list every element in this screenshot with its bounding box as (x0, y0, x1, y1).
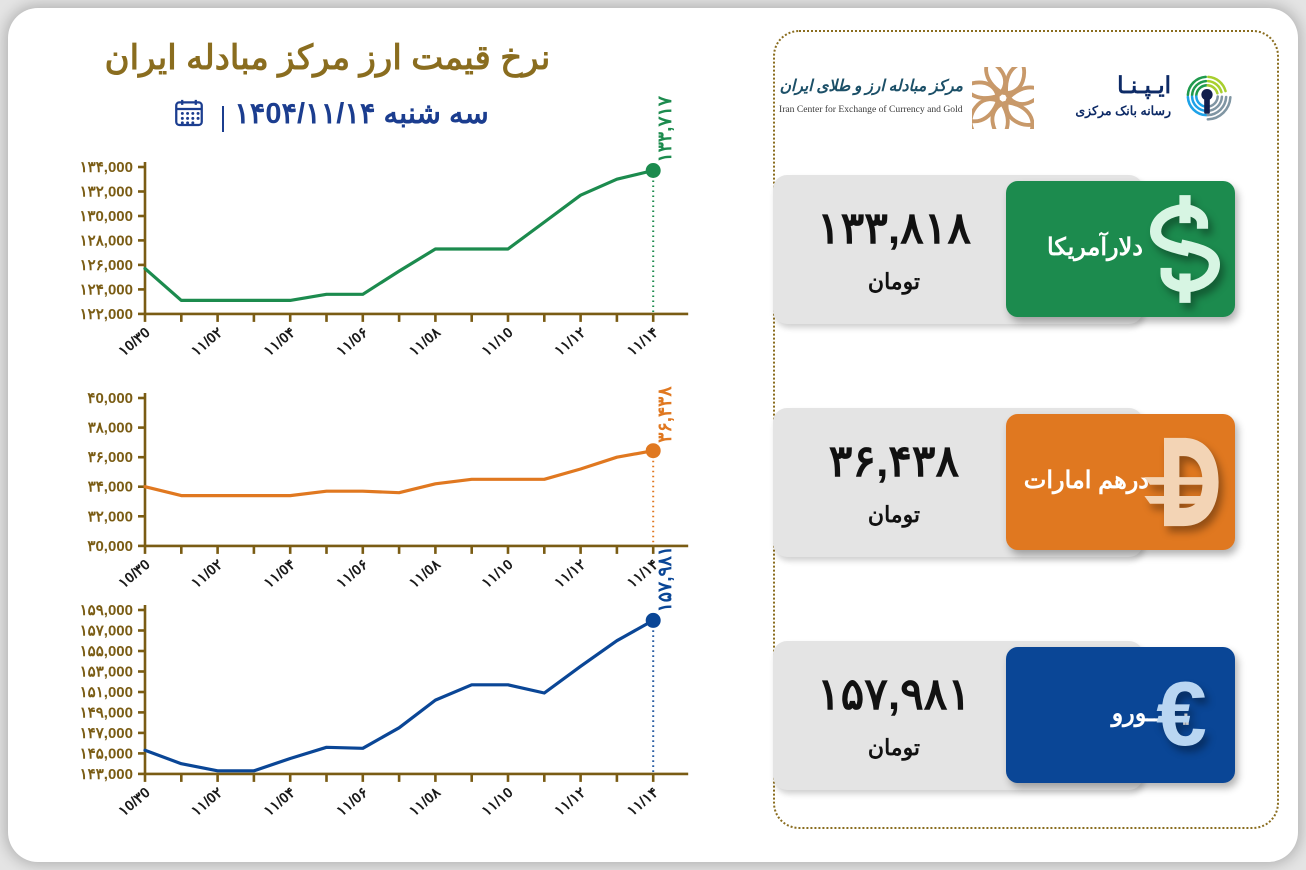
svg-text:۳۲,000: ۳۲,000 (88, 508, 133, 525)
svg-text:۱۱/۱۴: ۱۱/۱۴ (625, 325, 662, 360)
svg-text:۱۱/0۴: ۱۱/0۴ (261, 785, 299, 820)
svg-text:۱۳۲,000: ۱۳۲,000 (80, 184, 133, 201)
svg-text:۱0/۳0: ۱0/۳0 (116, 557, 154, 592)
svg-text:۳۶,۴۳۸: ۳۶,۴۳۸ (655, 386, 676, 443)
svg-text:۱۱/0۲: ۱۱/0۲ (189, 325, 227, 360)
svg-text:۱۳0,000: ۱۳0,000 (79, 208, 133, 225)
svg-text:۱۲۲,000: ۱۲۲,000 (80, 306, 133, 323)
svg-text:۱۵۵,000: ۱۵۵,000 (80, 643, 133, 660)
svg-text:۱۴۵,000: ۱۴۵,000 (80, 745, 133, 762)
svg-text:۱۱/0۶: ۱۱/0۶ (334, 557, 371, 592)
svg-text:۱۴۷,000: ۱۴۷,000 (80, 725, 133, 742)
svg-text:۳۶,000: ۳۶,000 (88, 449, 133, 466)
svg-text:۱0/۳0: ۱0/۳0 (116, 325, 154, 360)
svg-text:۱۱/۱۲: ۱۱/۱۲ (552, 325, 589, 360)
svg-text:۱۱/۱۲: ۱۱/۱۲ (552, 785, 589, 820)
svg-text:۱۲۸,000: ۱۲۸,000 (80, 232, 133, 249)
svg-text:۳0,000: ۳0,000 (87, 538, 133, 555)
svg-text:۱۴۳,000: ۱۴۳,000 (80, 766, 133, 783)
svg-text:۱۵۷,۹۸۱: ۱۵۷,۹۸۱ (655, 546, 676, 613)
svg-text:۱0/۳0: ۱0/۳0 (116, 785, 154, 820)
svg-text:۱۱/0۸: ۱۱/0۸ (407, 324, 445, 360)
svg-text:۱۱/۱0: ۱۱/۱0 (479, 325, 516, 360)
svg-text:۱۱/0۸: ۱۱/0۸ (407, 784, 445, 820)
svg-text:۳۴,000: ۳۴,000 (88, 479, 133, 496)
svg-text:۱۴۹,000: ۱۴۹,000 (80, 704, 133, 721)
svg-text:۴0,000: ۴0,000 (87, 390, 133, 407)
svg-text:۱۱/0۶: ۱۱/0۶ (334, 785, 371, 820)
svg-text:۱۱/0۸: ۱۱/0۸ (407, 556, 445, 592)
svg-text:۱۵۹,000: ۱۵۹,000 (80, 602, 133, 619)
svg-text:۱۵۷,000: ۱۵۷,000 (80, 623, 133, 640)
svg-text:۳۸,000: ۳۸,000 (88, 420, 133, 437)
svg-text:۱۱/0۶: ۱۱/0۶ (334, 325, 371, 360)
svg-text:۱۵۳,000: ۱۵۳,000 (80, 664, 133, 681)
svg-text:۱۲۶,000: ۱۲۶,000 (80, 257, 133, 274)
svg-text:۱۱/۱۴: ۱۱/۱۴ (625, 785, 662, 820)
svg-text:۱۱/0۴: ۱۱/0۴ (261, 557, 299, 592)
svg-text:۱۱/0۲: ۱۱/0۲ (189, 557, 227, 592)
svg-text:۱۲۴,000: ۱۲۴,000 (80, 281, 133, 298)
svg-text:۱۱/0۲: ۱۱/0۲ (189, 785, 227, 820)
svg-text:۱۵۱,000: ۱۵۱,000 (80, 684, 133, 701)
svg-text:۱۳۳,۷۱۷: ۱۳۳,۷۱۷ (655, 95, 676, 162)
svg-text:۱۱/0۴: ۱۱/0۴ (261, 325, 299, 360)
svg-text:۱۱/۱0: ۱۱/۱0 (479, 557, 516, 592)
svg-text:۱۳۴,000: ۱۳۴,000 (80, 159, 133, 176)
svg-text:۱۱/۱۲: ۱۱/۱۲ (552, 557, 589, 592)
svg-text:€: € (1156, 664, 1207, 765)
svg-text:۱۱/۱0: ۱۱/۱0 (479, 785, 516, 820)
